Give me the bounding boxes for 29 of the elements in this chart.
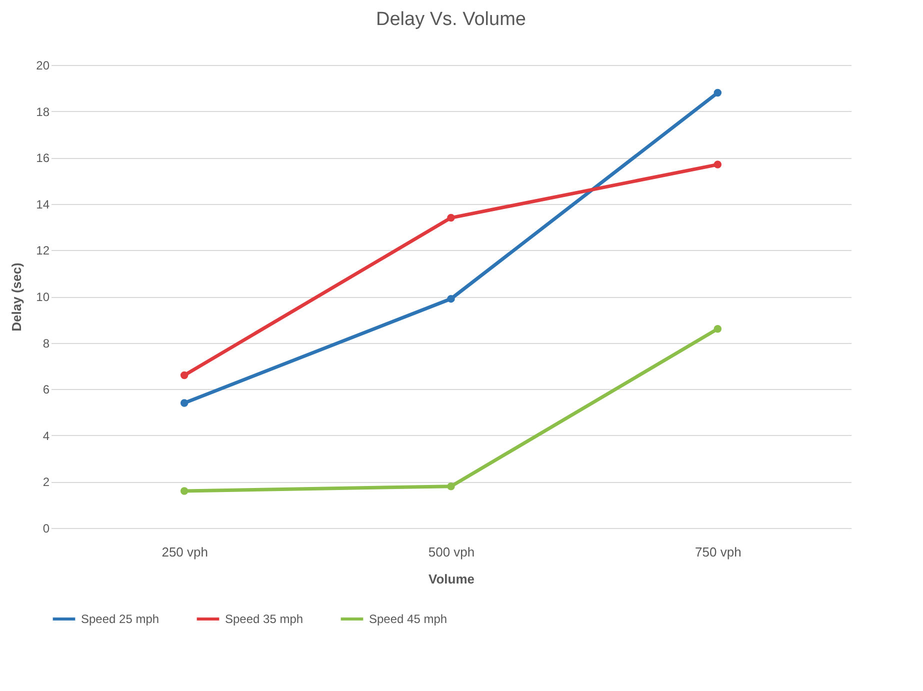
point: [447, 294, 455, 303]
legend-label: Speed 25 mph: [81, 612, 160, 626]
point: [180, 371, 188, 380]
y-tick-label: 4: [42, 428, 50, 443]
y-tick-label: 20: [36, 58, 50, 72]
chart-title: Delay Vs. Volume: [376, 9, 526, 30]
y-tick-label: 12: [36, 244, 50, 258]
x-tick-label: 500 vph: [428, 544, 475, 560]
point: [714, 325, 722, 333]
legend-label: Speed 45 mph: [369, 612, 448, 626]
y-tick-label: 14: [36, 197, 50, 212]
point: [180, 399, 188, 407]
point: [447, 214, 455, 222]
y-tick-label: 2: [42, 475, 50, 490]
y-tick-label: 6: [42, 382, 50, 397]
y-tick-label: 0: [42, 522, 50, 536]
y-tick-label: 18: [36, 104, 50, 119]
point: [447, 482, 455, 490]
point: [714, 160, 722, 168]
point: [180, 487, 188, 495]
point: [714, 88, 722, 97]
y-axis-title: Delay (sec): [9, 262, 24, 332]
y-tick-label: 8: [42, 336, 50, 350]
y-tick-label: 10: [36, 290, 50, 304]
x-axis-title: Volume: [428, 572, 474, 586]
legend-label: Speed 35 mph: [225, 612, 304, 626]
x-tick-label: 250 vph: [162, 544, 208, 560]
y-tick-label: 16: [36, 151, 50, 166]
x-tick-label: 750 vph: [695, 544, 742, 560]
